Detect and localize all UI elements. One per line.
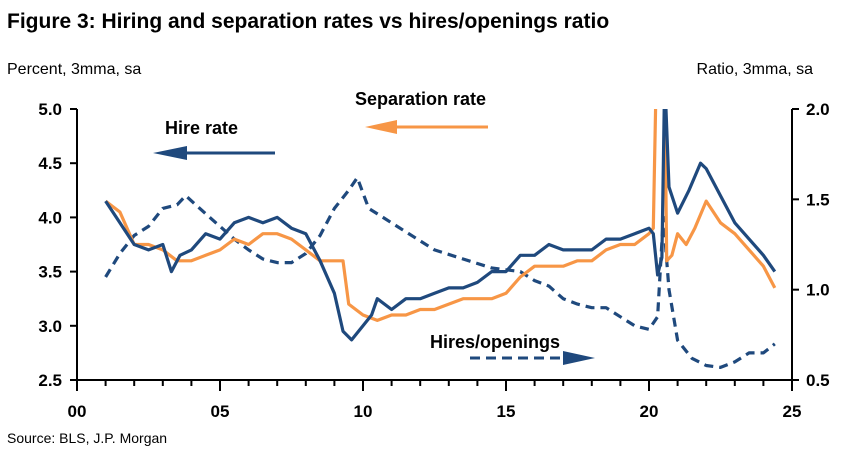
right-y-tick-label: 0.5	[806, 371, 830, 390]
right-y-tick-label: 2.0	[806, 100, 830, 119]
left-arrow-icon	[365, 120, 397, 134]
left-y-tick-label: 3.5	[38, 263, 62, 282]
x-tick-label: 00	[68, 402, 87, 421]
series-line-separation-rate	[104, 109, 777, 322]
x-tick-label: 05	[211, 402, 230, 421]
source-note: Source: BLS, J.P. Morgan	[7, 430, 167, 446]
hire-rate-label: Hire rate	[165, 118, 238, 138]
right-y-tick-label: 1.0	[806, 281, 830, 300]
left-y-tick-label: 4.0	[38, 208, 62, 227]
chart-title: Figure 3: Hiring and separation rates vs…	[7, 10, 609, 33]
left-y-tick-label: 4.5	[38, 154, 62, 173]
left-y-tick-label: 5.0	[38, 100, 62, 119]
right-arrow-icon	[563, 351, 595, 365]
left-axis-label: Percent, 3mma, sa	[7, 61, 141, 78]
x-tick-label: 15	[497, 402, 516, 421]
x-tick-label: 10	[354, 402, 373, 421]
left-y-tick-label: 3.0	[38, 317, 62, 336]
left-arrow-icon	[153, 146, 187, 160]
right-axis-label: Ratio, 3mma, sa	[697, 61, 814, 78]
x-tick-label: 25	[783, 402, 802, 421]
left-y-tick-label: 2.5	[38, 371, 62, 390]
right-y-tick-label: 1.5	[806, 190, 830, 209]
series-line-hires-openings	[104, 176, 776, 369]
separation-rate-label: Separation rate	[355, 89, 486, 109]
hires-openings-label: Hires/openings	[430, 332, 560, 352]
series-line-hire-rate	[104, 109, 777, 342]
x-tick-label: 20	[640, 402, 659, 421]
